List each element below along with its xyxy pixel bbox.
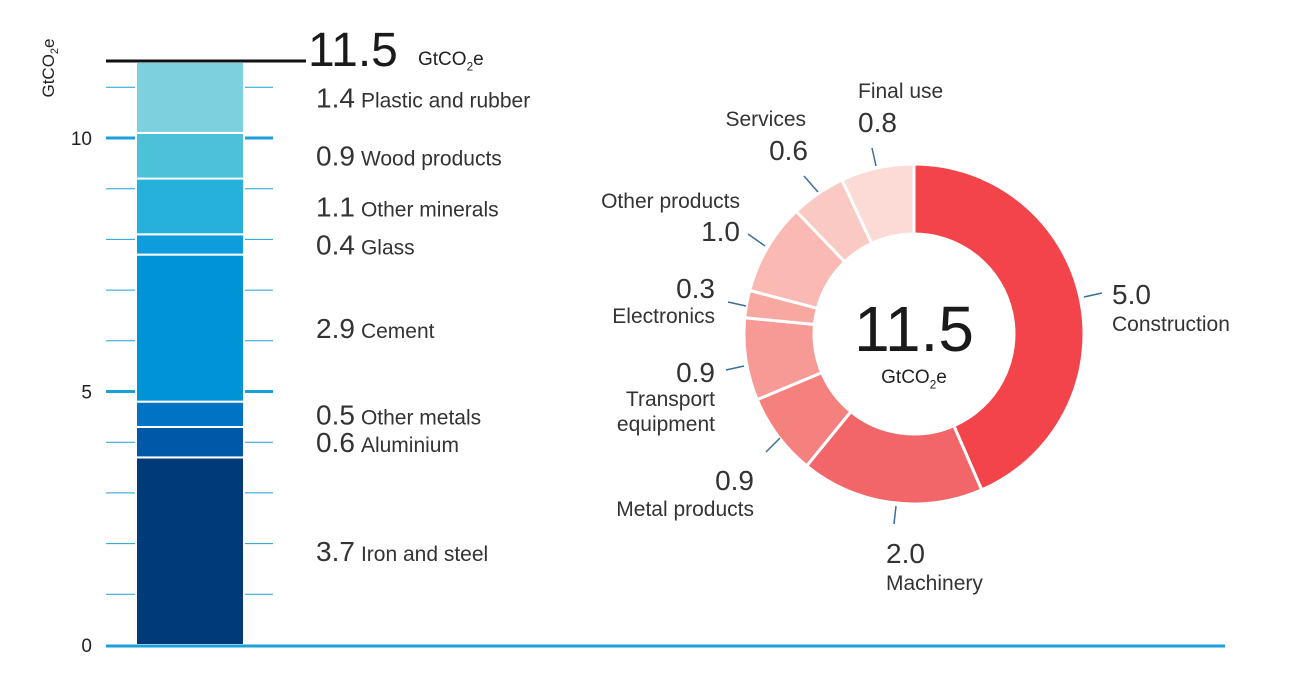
segment-value: 0.9 [316,141,355,172]
slice-value: 0.8 [858,107,897,138]
leader-line [765,437,781,453]
segment-value: 3.7 [316,536,355,567]
y-axis-label-tail: e [39,38,58,47]
slice-label: Transport [626,388,715,411]
segment-value: 0.4 [316,229,355,260]
y-tick-label: 0 [81,636,92,657]
slice-value: 2.0 [886,538,925,569]
y-tick-label: 5 [81,383,92,404]
bar-segment [135,177,245,236]
slice-value: 0.9 [676,357,715,388]
segment-name: Iron and steel [361,543,488,566]
slice-label: Metal products [616,498,754,521]
segment-name: Glass [361,236,415,259]
total-unit: GtCO2e [418,49,484,73]
segment-label: 1.1 Other minerals [316,191,499,222]
leader-line [803,175,819,193]
segment-name: Plastic and rubber [361,89,530,112]
segment-label: 3.7 Iron and steel [316,536,488,567]
leader-line [893,505,897,525]
y-tick-label: 10 [71,129,92,150]
segment-label: 0.6 Aluminium [316,427,459,458]
total-value: 11.5 [308,24,398,77]
segment-label: 0.4 Glass [316,229,415,260]
y-axis-label-sub: 2 [49,48,61,54]
donut-slice [912,162,1086,492]
donut-center-unit-sub: 2 [930,378,937,391]
leader-line [727,301,747,307]
segment-name: Cement [361,320,435,343]
y-axis-label: GtCO2e [39,38,61,97]
slice-value: 0.6 [769,135,808,166]
slice-label: Final use [858,80,943,103]
segment-label: 0.9 Wood products [316,141,502,172]
donut-center-value: 11.5 [854,293,974,365]
segment-value: 2.9 [316,313,355,344]
slice-value: 1.0 [701,216,740,247]
stacked-bar-chart: 3.7 Iron and steel 0.6 Aluminium 0.5 Other me… [39,24,1225,657]
segment-value: 1.4 [316,82,355,113]
slice-label: Other products [601,190,740,213]
leader-line [747,233,766,247]
total-unit-tail: e [473,49,484,70]
bar-segment [135,233,245,256]
segment-name: Aluminium [361,434,459,457]
bar-segment [135,400,245,428]
bar-segment [135,60,245,134]
segment-name: Other metals [361,406,481,429]
leader-line [725,365,745,371]
segment-label: 2.9 Cement [316,313,435,344]
donut-center-unit-main: GtCO [881,367,930,388]
y-axis-label-main: GtCO [39,54,58,97]
slice-label: equipment [617,413,715,436]
slice-value: 0.3 [676,273,715,304]
leader-line [871,147,877,167]
total-unit-main: GtCO [418,49,467,70]
segment-label: 0.5 Other metals [316,399,481,430]
slice-value: 5.0 [1112,279,1151,310]
bar-segment [135,253,245,403]
bar-segment [135,456,245,646]
segment-value: 0.6 [316,427,355,458]
slice-value: 0.9 [715,465,754,496]
segment-label: 1.4 Plastic and rubber [316,82,530,113]
slice-label: Electronics [612,305,715,328]
donut-center-unit-tail: e [936,367,947,388]
leader-line [1083,292,1103,298]
bar-segment [135,131,245,180]
bar-segment [135,425,245,459]
donut-center-unit: GtCO2e [881,367,947,391]
total-unit-sub: 2 [467,60,474,73]
segment-value: 0.5 [316,399,355,430]
slice-label: Construction [1112,313,1230,336]
slice-label: Machinery [886,572,983,595]
slice-label: Services [725,108,806,131]
donut-slice [840,162,916,246]
segment-name: Other minerals [361,198,499,221]
segment-name: Wood products [361,148,502,171]
segment-value: 1.1 [316,191,355,222]
